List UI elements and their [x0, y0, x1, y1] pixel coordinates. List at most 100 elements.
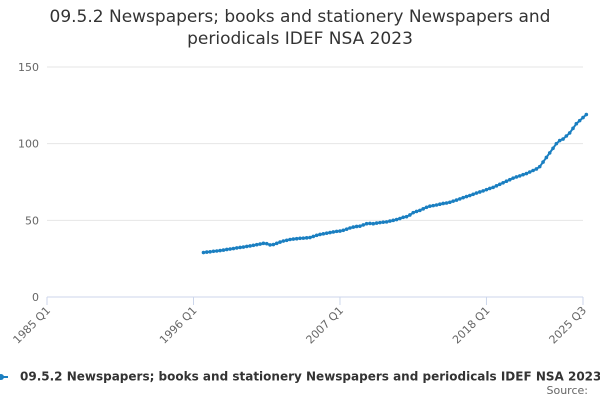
data-point: [228, 247, 232, 251]
data-point: [574, 121, 579, 126]
data-point: [254, 242, 259, 247]
data-point: [278, 240, 282, 244]
data-point: [481, 189, 485, 193]
data-point: [487, 186, 492, 191]
data-point: [404, 214, 409, 219]
data-point: [314, 233, 319, 238]
data-point: [258, 242, 262, 246]
data-point: [384, 220, 389, 224]
data-point: [251, 243, 256, 248]
data-point: [328, 230, 332, 235]
data-point: [554, 141, 559, 146]
data-point: [494, 184, 499, 188]
data-point: [438, 202, 442, 207]
data-point: [234, 246, 239, 250]
data-point: [324, 231, 329, 236]
data-point: [424, 205, 429, 210]
x-tick-label: 1985 Q1: [11, 304, 54, 347]
data-point: [354, 224, 359, 229]
data-point: [348, 226, 352, 230]
data-point: [274, 241, 279, 246]
data-point: [534, 167, 539, 171]
data-point: [511, 176, 515, 180]
data-point: [458, 197, 462, 201]
data-point: [504, 179, 509, 184]
data-point: [311, 234, 316, 239]
data-point: [211, 249, 216, 254]
data-point: [557, 138, 562, 143]
y-tick-label: 150: [18, 61, 39, 74]
data-point: [521, 172, 525, 177]
y-tick-label: 0: [32, 291, 39, 304]
data-point: [421, 207, 425, 211]
data-point: [331, 230, 336, 234]
data-point: [461, 195, 465, 200]
data-point: [244, 244, 249, 249]
data-point: [218, 248, 222, 253]
data-point: [394, 217, 399, 222]
data-point: [411, 210, 416, 215]
data-point: [271, 242, 276, 247]
chart-title: 09.5.2 Newspapers; books and stationery …: [49, 7, 551, 49]
data-point: [547, 151, 552, 155]
source: Source:: [546, 384, 589, 397]
data-point: [368, 221, 372, 226]
data-point: [434, 203, 439, 207]
data-point: [531, 168, 535, 173]
data-point: [567, 131, 572, 135]
x-tick-label: 2018 Q1: [450, 304, 493, 347]
data-point: [338, 229, 342, 233]
data-point: [221, 248, 226, 252]
data-point: [418, 208, 422, 213]
data-point: [381, 220, 386, 224]
data-point: [261, 241, 266, 246]
data-point: [205, 250, 209, 254]
data-point: [284, 238, 289, 243]
data-point: [448, 200, 452, 205]
data-point: [358, 224, 362, 228]
data-point: [304, 236, 309, 240]
data-point: [308, 235, 312, 240]
data-point: [451, 199, 455, 203]
x-tick-label: 2025 Q3: [547, 304, 590, 347]
data-point: [471, 192, 475, 197]
data-point: [298, 236, 302, 241]
data-point: [581, 115, 585, 120]
data-point: [571, 126, 575, 131]
data-point: [454, 198, 459, 202]
x-tick-label: 2007 Q1: [304, 304, 347, 347]
data-point: [398, 216, 402, 221]
data-point: [514, 175, 519, 179]
data-point: [321, 232, 326, 236]
data-point: [561, 137, 565, 141]
data-point: [444, 201, 449, 205]
data-point: [301, 236, 306, 240]
data-point: [501, 180, 505, 185]
data-point: [364, 221, 369, 226]
data-point: [584, 112, 589, 117]
data-point: [474, 191, 479, 195]
data-point: [564, 134, 569, 138]
data-point: [428, 204, 432, 209]
data-point: [544, 155, 549, 160]
data-point: [241, 245, 246, 249]
data-point: [214, 249, 219, 253]
data-point: [371, 221, 376, 226]
data-point: [551, 146, 555, 151]
data-point: [288, 237, 292, 242]
data-point: [201, 250, 206, 255]
data-point: [517, 174, 522, 178]
data-point: [318, 232, 322, 237]
x-tick-label: 1996 Q1: [157, 304, 200, 347]
data-point: [268, 243, 272, 247]
data-point: [264, 241, 269, 246]
data-point: [484, 187, 489, 192]
data-point: [524, 171, 529, 176]
data-point: [414, 209, 419, 214]
data-point: [491, 185, 495, 190]
data-point: [224, 247, 229, 252]
data-point: [344, 227, 349, 232]
data-point: [527, 170, 532, 174]
